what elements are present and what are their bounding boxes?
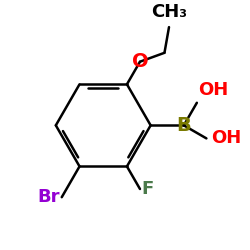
Text: OH: OH — [211, 130, 242, 148]
Text: F: F — [141, 180, 154, 198]
Text: CH₃: CH₃ — [151, 3, 187, 21]
Text: OH: OH — [198, 81, 228, 99]
Text: Br: Br — [37, 188, 60, 206]
Text: B: B — [176, 116, 191, 135]
Text: O: O — [132, 52, 148, 71]
